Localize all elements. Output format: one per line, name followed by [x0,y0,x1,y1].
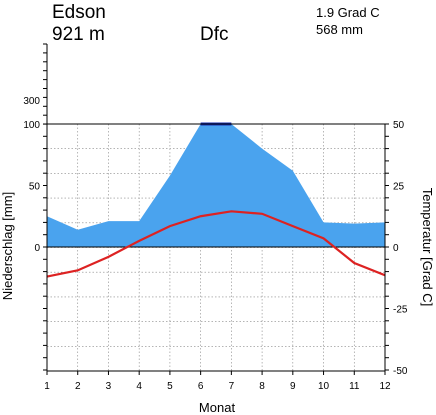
temp-tick-label: 50 [393,120,405,131]
temp-tick-label: 0 [393,243,399,254]
month-tick-label: 10 [318,381,330,392]
month-tick-label: 12 [379,381,391,392]
month-tick-label: 5 [167,381,173,392]
mean-temperature: 1.9 Grad C [316,5,380,20]
precip-tick-label: 100 [23,120,40,131]
annual-precipitation: 568 mm [316,22,363,37]
month-axis: 1 2 3 4 5 6 7 8 9 10 11 12 [44,371,391,392]
month-tick-label: 3 [106,381,112,392]
month-tick-label: 9 [290,381,296,392]
precip-axis: 0 50 100 [23,120,47,371]
precip-area [47,124,385,247]
right-axis-label: Temperatur [Grad C] [420,188,435,307]
precip-upper-scale: 300 [23,43,48,125]
temp-line [46,210,386,278]
month-tick-label: 4 [136,381,142,392]
station-elevation: 921 m [52,24,105,45]
left-axis-label: Niederschlag [mm] [0,192,15,300]
temp-axis: -50 -25 0 25 50 [385,120,408,377]
precip-tick-label: 50 [29,182,41,193]
upper-scale-label: 300 [23,96,40,107]
temp-tick-label: 25 [393,182,405,193]
x-axis-label: Monat [199,400,236,415]
month-tick-label: 7 [229,381,235,392]
month-tick-label: 1 [44,381,50,392]
station-name: Edson [52,2,106,23]
month-tick-label: 2 [75,381,81,392]
temp-tick-label: -50 [393,366,408,377]
climate-class: Dfc [200,24,229,45]
month-tick-label: 8 [259,381,265,392]
precip-tick-label: 0 [34,243,40,254]
month-tick-label: 11 [349,381,360,392]
month-tick-label: 6 [198,381,204,392]
temp-tick-label: -25 [393,305,408,316]
